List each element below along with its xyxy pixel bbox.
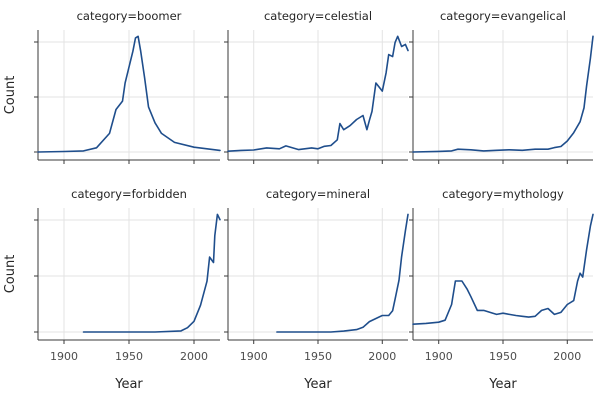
x-tick-label: 1950 bbox=[304, 350, 332, 363]
x-axis-title: Year bbox=[488, 377, 517, 392]
facet-panel: 1900 1950 2000 category=mythology Year bbox=[409, 187, 594, 392]
x-tick-label: 1950 bbox=[115, 350, 143, 363]
facet-title: category=boomer bbox=[77, 9, 182, 23]
x-tick-label: 1900 bbox=[240, 350, 268, 363]
facet-panel: 1900 1950 2000 category=forbidden Count Year bbox=[3, 187, 221, 392]
x-axis-title: Year bbox=[114, 377, 143, 392]
series-line bbox=[412, 35, 594, 153]
x-tick-label: 1950 bbox=[489, 350, 517, 363]
x-tick-label: 2000 bbox=[368, 350, 396, 363]
facet-title: category=mythology bbox=[442, 187, 564, 201]
y-axis-title: Count bbox=[3, 255, 18, 294]
series-line bbox=[82, 213, 221, 333]
facet-panel: 1900 1950 2000 category=mineral Year bbox=[224, 187, 409, 392]
x-tick-label: 1900 bbox=[425, 350, 453, 363]
facet-title: category=forbidden bbox=[71, 187, 187, 201]
y-axis-title: Count bbox=[3, 76, 18, 115]
facet-title: category=evangelical bbox=[440, 9, 566, 23]
series-line bbox=[276, 213, 409, 333]
x-tick-label: 1900 bbox=[50, 350, 78, 363]
x-tick-label: 2000 bbox=[553, 350, 581, 363]
x-tick-label: 2000 bbox=[180, 350, 208, 363]
facet-title: category=mineral bbox=[266, 187, 370, 201]
series-line bbox=[412, 213, 594, 325]
series-line bbox=[37, 35, 221, 153]
facet-title: category=celestial bbox=[264, 9, 372, 23]
facet-panel: category=celestial bbox=[224, 9, 409, 164]
facet-panel: category=evangelical bbox=[409, 9, 594, 164]
x-axis-title: Year bbox=[303, 377, 332, 392]
series-line bbox=[227, 35, 409, 152]
facet-panel: category=boomer Count bbox=[3, 9, 221, 164]
